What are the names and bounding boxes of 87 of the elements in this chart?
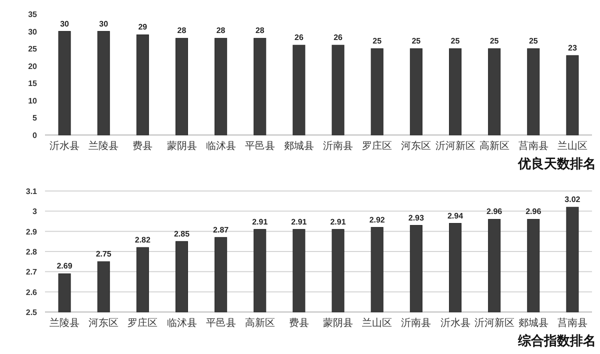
data-label: 2.93 [408,213,425,222]
y-tick-label: 3.1 [26,187,38,196]
y-tick-label: 2.8 [26,248,38,256]
y-tick-label: 30 [28,27,38,36]
bar [292,44,306,136]
data-label: 2.91 [291,217,308,226]
x-tick-label: 高新区 [244,317,275,329]
data-label: 28 [255,26,265,36]
data-label: 2.91 [330,217,346,226]
data-label: 2.75 [96,250,112,259]
x-tick-label: 罗庄区 [128,317,158,329]
data-label: 2.92 [369,215,386,224]
y-tick-label: 15 [28,79,38,88]
x-tick-label: 沂水县 [50,140,80,152]
data-label: 25 [490,36,500,46]
data-label: 2.96 [486,207,503,216]
x-tick-label: 沂水县 [440,317,470,329]
y-tick-label: 3 [32,207,38,216]
data-label: 26 [294,33,304,42]
data-label: 30 [60,19,70,28]
data-label: 28 [216,26,226,36]
x-tick-label: 沂河新区 [474,317,514,329]
x-tick-label: 沂南县 [323,140,354,152]
x-tick-label: 河东区 [401,140,432,152]
data-label: 2.85 [174,229,190,238]
x-tick-label: 兰山区 [362,317,392,329]
x-tick-label: 莒南县 [557,317,588,329]
data-label: 2.91 [252,217,268,226]
x-tick-label: 郯城县 [284,140,314,152]
x-axis-title: 优良天数排名 [517,156,596,171]
x-axis-title: 综合指数排名 [517,333,596,348]
x-tick-label: 郯城县 [518,317,548,329]
x-tick-label: 费县 [288,317,309,329]
data-label: 25 [412,36,422,46]
y-tick-label: 2.6 [26,288,38,297]
y-tick-label: 0 [32,131,38,140]
data-label: 25 [450,36,460,46]
data-label: 25 [528,36,538,46]
data-label: 3.02 [564,195,581,204]
x-tick-label: 兰山区 [557,140,588,152]
bar [97,31,110,136]
data-label: 2.87 [213,225,230,234]
y-tick-label: 5 [32,114,38,123]
bar [58,31,71,136]
x-tick-label: 蒙阴县 [323,317,354,329]
x-tick-label: 平邑县 [244,141,275,152]
x-tick-label: 罗庄区 [362,140,392,152]
data-label: 28 [177,26,187,36]
x-tick-label: 莒南县 [518,140,548,152]
bar [332,44,344,136]
data-label: 25 [372,36,382,46]
data-label: 2.94 [447,211,464,220]
data-label: 2.82 [134,235,152,244]
y-tick-label: 2.7 [26,268,38,277]
data-label: 30 [99,19,109,28]
data-label: 26 [334,33,344,42]
x-tick-label: 临沭县 [166,317,197,329]
data-label: 29 [138,22,148,32]
bar [527,48,540,136]
x-tick-label: 沂河新区 [435,140,476,152]
y-tick-label: 10 [28,96,38,106]
data-label: 2.69 [56,262,73,271]
y-tick-label: 20 [28,62,38,71]
bar [410,48,422,136]
bar [176,38,188,136]
data-label: 2.96 [526,207,542,216]
data-label: 23 [568,43,578,52]
x-tick-label: 费县 [132,140,153,152]
x-tick-label: 平邑县 [206,318,236,329]
y-tick-label: 25 [28,44,38,54]
bar [254,38,266,136]
bar [370,48,384,136]
bar [566,55,579,136]
x-tick-label: 临沭县 [206,140,236,152]
x-tick-label: 高新区 [479,140,510,152]
x-tick-label: 兰陵县 [50,317,80,329]
x-tick-label: 河东区 [88,317,119,329]
bar [136,34,149,136]
y-tick-label: 2.9 [26,227,38,236]
y-tick-label: 35 [28,10,38,19]
bar [449,48,462,136]
x-tick-label: 蒙阴县 [166,140,197,152]
y-tick-label: 2.5 [26,308,38,317]
bar [214,38,228,136]
x-tick-label: 沂南县 [401,317,432,329]
bar [488,48,501,136]
x-tick-label: 兰陵县 [88,140,119,152]
